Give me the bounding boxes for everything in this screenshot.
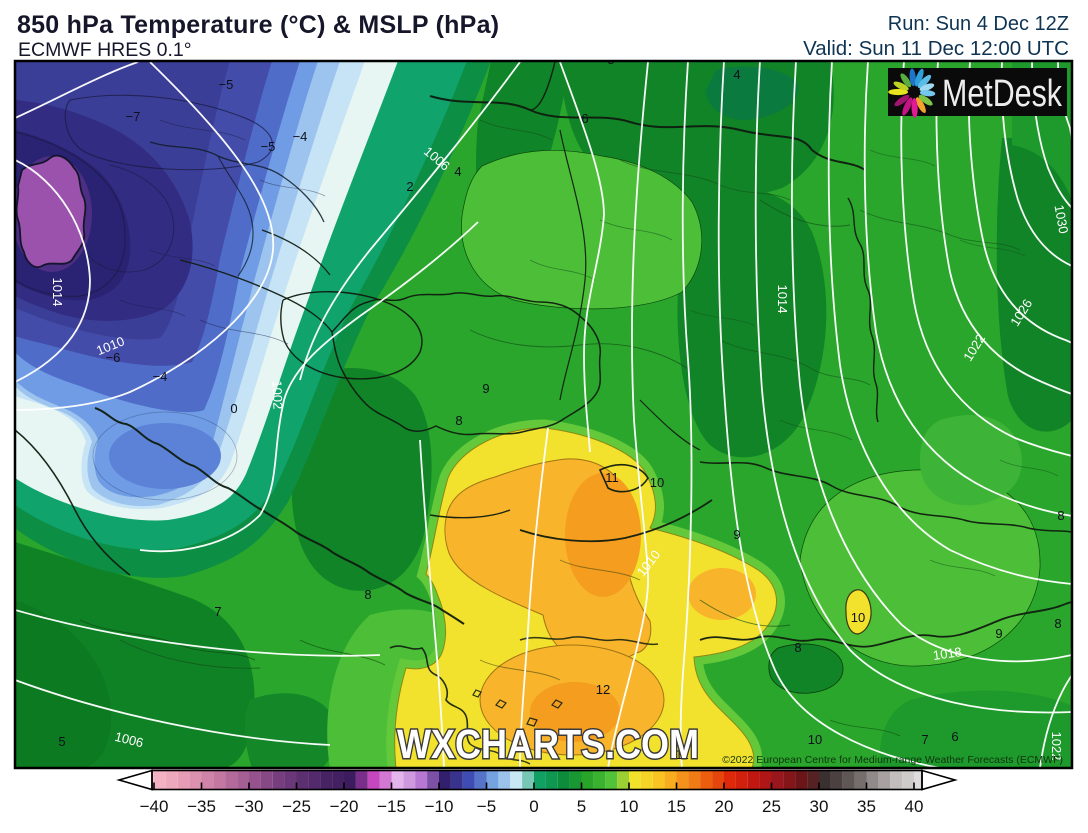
svg-text:4: 4 [733,67,740,82]
svg-text:1014: 1014 [775,285,790,314]
svg-text:−35: −35 [187,797,216,816]
svg-text:0: 0 [529,797,538,816]
svg-text:1018: 1018 [932,644,963,663]
svg-text:−6: −6 [106,350,121,365]
svg-text:9: 9 [482,381,489,396]
svg-text:5: 5 [607,52,614,67]
svg-text:40: 40 [905,797,924,816]
svg-text:25: 25 [762,797,781,816]
svg-text:6: 6 [951,729,958,744]
svg-text:1022: 1022 [1049,732,1064,761]
svg-text:1030: 1030 [1052,204,1072,235]
svg-text:−30: −30 [235,797,264,816]
svg-text:−5: −5 [261,139,276,154]
svg-text:11: 11 [675,747,689,762]
svg-text:MetDesk: MetDesk [942,73,1063,115]
svg-text:−5: −5 [219,77,234,92]
svg-text:−5: −5 [477,797,496,816]
svg-text:7: 7 [921,732,928,747]
svg-text:−10: −10 [425,797,454,816]
svg-text:−25: −25 [282,797,311,816]
svg-text:6: 6 [581,111,588,126]
svg-text:20: 20 [715,797,734,816]
svg-text:10: 10 [620,797,639,816]
svg-text:8: 8 [1054,616,1061,631]
svg-text:8: 8 [455,413,462,428]
svg-text:15: 15 [667,797,686,816]
svg-text:11: 11 [605,470,619,485]
svg-text:−15: −15 [377,797,406,816]
svg-text:8: 8 [364,587,371,602]
svg-text:10: 10 [851,610,865,625]
svg-text:1014: 1014 [50,278,65,307]
svg-text:−4: −4 [293,129,308,144]
svg-text:7: 7 [214,604,221,619]
svg-text:1006: 1006 [113,729,145,751]
svg-text:2: 2 [406,179,413,194]
svg-text:©2022 European Centre for Medi: ©2022 European Centre for Medium-range W… [722,754,1063,766]
svg-text:35: 35 [857,797,876,816]
svg-text:10: 10 [808,732,822,747]
svg-text:30: 30 [810,797,829,816]
svg-text:5: 5 [577,797,586,816]
svg-text:8: 8 [1057,508,1064,523]
svg-text:12: 12 [596,682,610,697]
svg-text:9: 9 [733,527,740,542]
svg-text:−40: −40 [140,797,169,816]
svg-text:0: 0 [230,401,237,416]
svg-text:−20: −20 [330,797,359,816]
svg-text:10: 10 [650,475,664,490]
svg-text:4: 4 [454,164,461,179]
svg-text:1002: 1002 [269,380,285,409]
svg-text:8: 8 [794,640,801,655]
svg-text:−4: −4 [153,369,168,384]
svg-text:5: 5 [58,734,65,749]
svg-text:−7: −7 [126,109,141,124]
svg-text:WXCHARTS.COM: WXCHARTS.COM [397,721,699,767]
svg-text:9: 9 [995,626,1002,641]
